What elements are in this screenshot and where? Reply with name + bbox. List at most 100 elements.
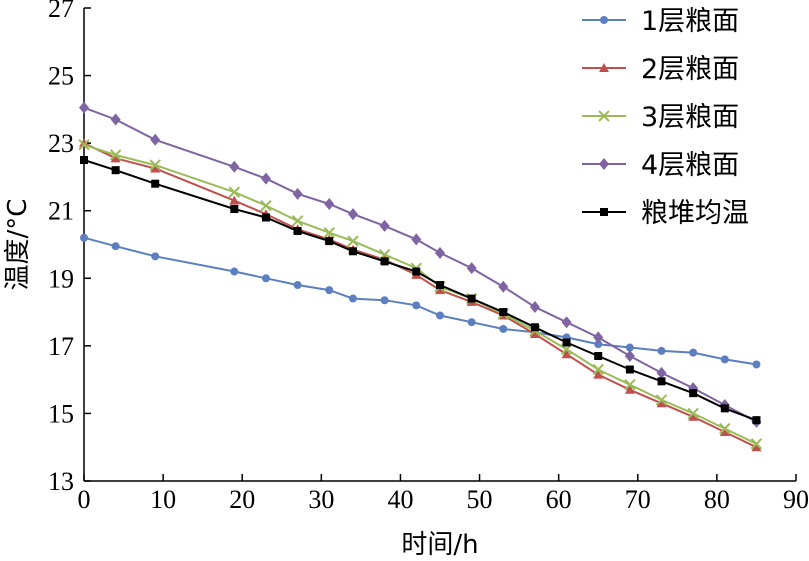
data-point [593,331,604,344]
legend-label: 2层粮面 [641,54,739,85]
data-point [151,179,160,188]
data-point [292,187,303,200]
data-point [111,242,120,251]
data-point [466,262,477,275]
legend-marker [600,16,608,24]
y-tick-label: 19 [48,264,74,293]
data-point [229,160,240,173]
series-1 [80,233,761,369]
y-tick-label: 27 [48,0,74,23]
data-point [150,133,161,146]
data-point [436,311,444,320]
data-point [592,363,604,376]
data-point [561,316,572,329]
series-5 [80,156,761,425]
data-point [436,281,444,290]
legend-label: 4层粮面 [641,150,739,181]
y-tick-label: 15 [48,399,74,428]
y-tick-label: 21 [48,197,74,226]
data-point [720,404,729,413]
data-point [657,377,666,386]
data-point [657,346,666,355]
data-point [752,416,761,425]
data-point [324,197,335,210]
data-point [412,301,421,310]
data-point [625,343,634,352]
data-point [562,338,571,347]
x-tick-label: 70 [625,485,651,514]
data-point [594,340,603,349]
x-tick-label: 80 [704,485,730,514]
data-point [499,308,508,317]
data-point [499,324,508,333]
legend-marker [598,110,610,122]
x-tick-label: 20 [229,485,255,514]
x-tick-label: 10 [150,485,176,514]
axes [83,7,797,482]
data-point [325,286,334,295]
data-point [110,113,121,126]
data-point [720,355,729,364]
legend-marker [599,158,609,170]
data-point [379,219,390,232]
data-point [109,149,122,161]
data-point [348,294,357,303]
legend-marker [599,63,609,72]
data-point [150,163,161,173]
x-tick-label: 90 [783,485,809,514]
data-point [261,274,270,283]
series-line [83,143,757,445]
data-point [655,394,668,406]
data-point [689,348,698,357]
data-point [656,366,667,379]
data-point [719,422,731,435]
series-4 [79,101,762,428]
data-point [411,233,422,246]
data-point [687,407,699,420]
data-point [561,349,572,359]
legend-item: 4层粮面 [582,150,739,181]
y-tick-label: 23 [48,129,74,158]
x-axis-label: 时间/h [401,530,478,560]
data-point [625,365,634,374]
data-point [111,166,120,175]
data-point [530,323,539,332]
x-tick-label: 50 [467,485,493,514]
x-tick-label: 0 [78,485,91,514]
data-point [260,199,272,212]
series-line [83,142,757,449]
data-point [347,208,358,221]
data-point [467,318,476,327]
data-point [435,285,445,295]
data-point [380,257,389,266]
data-point [688,411,699,421]
x-tick-label: 60 [546,485,572,514]
data-point [624,379,636,391]
data-point [260,172,271,185]
x-tick-label: 40 [387,485,413,514]
data-point [78,139,90,151]
data-point [293,281,302,290]
data-point [656,398,667,408]
legend-item: 1层粮面 [582,6,739,37]
data-point [529,329,540,339]
data-point [593,369,604,379]
legend-item: 粮堆均温 [582,198,749,229]
data-point [110,153,121,163]
data-point [348,247,357,256]
legend-label: 1层粮面 [641,6,739,37]
series-3 [78,139,763,450]
legend-marker [600,208,608,216]
data-point [750,438,763,450]
data-point [435,246,445,259]
series-2 [79,138,762,452]
data-point [229,195,240,205]
x-tick-label: 30 [308,485,334,514]
data-point [79,101,89,114]
y-tick-label: 13 [48,467,74,496]
data-point [412,267,421,276]
data-point [291,215,304,227]
data-point [228,186,241,198]
data-point [149,159,161,171]
